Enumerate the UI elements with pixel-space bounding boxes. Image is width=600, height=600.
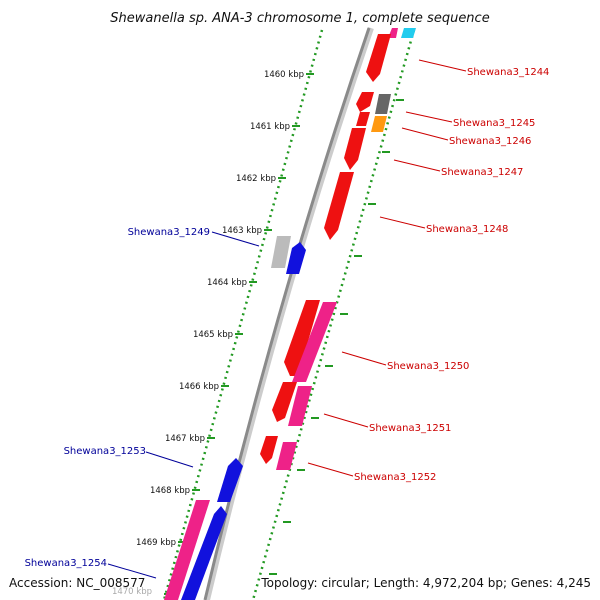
leader-line	[307, 462, 354, 477]
gene-arrow-Shewana3_1250[interactable]	[284, 300, 320, 376]
gene-arrow[interactable]	[356, 112, 370, 126]
kbp-label: 1466 kbp	[179, 382, 219, 392]
gene-label-Shewana3_1253[interactable]: Shewana3_1253	[64, 446, 146, 457]
kbp-label: 1469 kbp	[136, 538, 176, 548]
map-title: Shewanella sp. ANA-3 chromosome 1, compl…	[110, 11, 489, 26]
backbone-shadow	[204, 27, 374, 600]
gene-arrow-Shewana3_1253[interactable]	[217, 458, 243, 502]
gene-label-Shewana3_1252[interactable]: Shewana3_1252	[354, 472, 436, 483]
gene-label-Shewana3_1247[interactable]: Shewana3_1247	[441, 167, 523, 178]
leader-line	[145, 451, 194, 468]
kbp-label: 1468 kbp	[150, 486, 190, 496]
leader-line	[323, 413, 369, 428]
gene-features	[164, 28, 416, 600]
gene-label-Shewana3_1246[interactable]: Shewana3_1246	[449, 136, 531, 147]
kbp-label: 1463 kbp	[222, 226, 262, 236]
gene-arrow-Shewana3_1251[interactable]	[272, 382, 297, 422]
gene-arrow-Shewana3_1248[interactable]	[324, 172, 354, 240]
gene-arrow[interactable]	[276, 442, 297, 470]
gene-label-Shewana3_1248[interactable]: Shewana3_1248	[426, 224, 508, 235]
topology-text: Topology: circular; Length: 4,972,204 bp…	[260, 576, 591, 590]
label-leaders	[107, 59, 467, 579]
gene-arrow-Shewana3_1246[interactable]	[371, 116, 387, 132]
gene-arrow[interactable]	[288, 386, 312, 426]
gene-arrow-Shewana3_1245[interactable]	[375, 94, 391, 114]
right-dotted-axis	[251, 29, 416, 600]
gene-arrow-Shewana3_1249[interactable]	[271, 236, 291, 268]
left-dotted-axis	[162, 29, 324, 600]
leader-line	[405, 111, 453, 123]
gene-arrow-Shewana3_1254[interactable]	[164, 500, 210, 600]
gene-label-Shewana3_1254[interactable]: Shewana3_1254	[25, 558, 107, 569]
leader-line	[341, 351, 387, 366]
gene-label-Shewana3_1249[interactable]: Shewana3_1249	[128, 227, 210, 238]
gene-arrow[interactable]	[356, 92, 374, 112]
gene-arrow-Shewana3_1247[interactable]	[344, 128, 366, 170]
accession-text: Accession: NC_008577	[9, 576, 145, 590]
leader-line	[107, 563, 157, 579]
leader-line	[418, 59, 467, 72]
kbp-label: 1461 kbp	[250, 122, 290, 132]
gene-label-Shewana3_1251[interactable]: Shewana3_1251	[369, 423, 451, 434]
gene-arrow[interactable]	[286, 242, 306, 274]
gene-arrow-Shewana3_1252[interactable]	[260, 436, 278, 464]
gene-arrow-Shewana3_1244[interactable]	[366, 34, 391, 82]
gene-label-Shewana3_1245[interactable]: Shewana3_1245	[453, 118, 535, 129]
kbp-label: 1462 kbp	[236, 174, 276, 184]
kbp-label: 1465 kbp	[193, 330, 233, 340]
kbp-label: 1470 kbp	[112, 587, 152, 597]
gene-arrow[interactable]	[292, 302, 337, 382]
kbp-label: 1460 kbp	[264, 70, 304, 80]
leader-line	[211, 231, 260, 247]
kbp-label: 1467 kbp	[165, 434, 205, 444]
kbp-label: 1464 kbp	[207, 278, 247, 288]
gene-label-Shewana3_1250[interactable]: Shewana3_1250	[387, 361, 469, 372]
leader-line	[401, 127, 449, 141]
leader-line	[393, 159, 441, 172]
gene-arrow[interactable]	[181, 506, 227, 600]
gene-arrow[interactable]	[401, 28, 416, 38]
leader-line	[379, 216, 426, 229]
gene-label-Shewana3_1244[interactable]: Shewana3_1244	[467, 67, 549, 78]
